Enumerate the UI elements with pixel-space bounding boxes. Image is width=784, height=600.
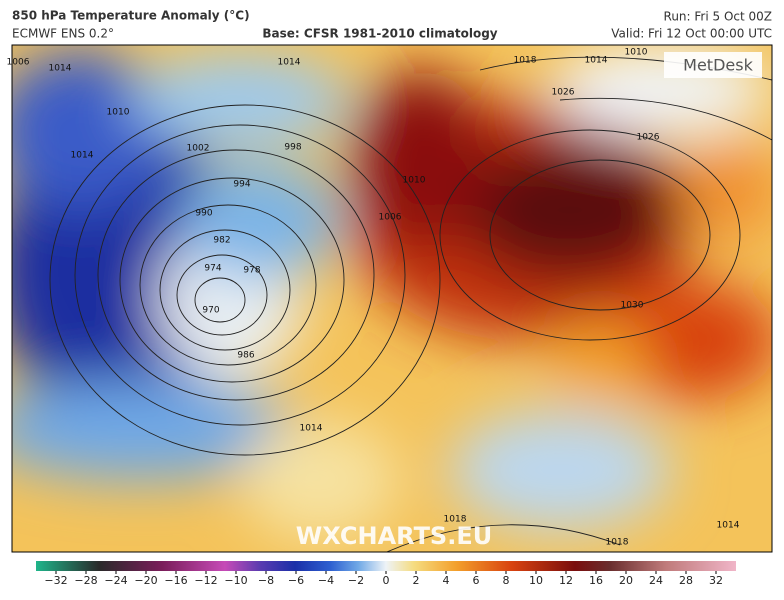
colorbar-label: 8 (503, 574, 510, 587)
isobar-label: 998 (284, 143, 301, 153)
isobar-label: 1018 (606, 538, 629, 548)
isobar-label: 990 (195, 209, 212, 219)
watermark: WXCHARTS.EU (296, 522, 492, 550)
colorbar-label: −4 (318, 574, 334, 587)
isobar-label: 1010 (403, 176, 426, 186)
isobar-label: 1014 (278, 58, 301, 68)
isobar-label: 1006 (379, 213, 402, 223)
isobar-label: 1010 (107, 108, 130, 118)
colorbar-label: −2 (348, 574, 364, 587)
colorbar (36, 561, 736, 571)
logo: MetDesk (683, 56, 753, 75)
isobar-label: 1014 (585, 56, 608, 66)
logo-box (664, 52, 762, 78)
base: Base: CFSR 1981-2010 climatology (262, 27, 497, 41)
isobar-label: 1018 (514, 56, 537, 66)
colorbar-label: 4 (443, 574, 450, 587)
isobar-label: 1026 (637, 133, 660, 143)
colorbar-label: 0 (383, 574, 390, 587)
run-time: Run: Fri 5 Oct 00Z (664, 10, 772, 24)
model: ECMWF ENS 0.2° (12, 27, 114, 41)
isobar-label: 974 (204, 264, 221, 274)
colorbar-label: 6 (473, 574, 480, 587)
colorbar-label: −12 (194, 574, 217, 587)
colorbar-label: 12 (559, 574, 573, 587)
isobar-label: 1014 (717, 521, 740, 531)
isobar-label: 1014 (71, 151, 94, 161)
isobar-label: 1010 (625, 48, 648, 58)
isobar-label: 1014 (300, 424, 323, 434)
colorbar-label: 16 (589, 574, 603, 587)
map-area: MetDesk WXCHARTS.EU (12, 45, 772, 552)
isobar-label: 994 (233, 180, 250, 190)
isobar-label: 1014 (49, 64, 72, 74)
colorbar-label: 32 (709, 574, 723, 587)
map-border (11, 44, 773, 553)
isobar-label: 970 (202, 306, 219, 316)
isobar-label: 1002 (187, 144, 210, 154)
colorbar-label: −6 (288, 574, 304, 587)
isobar-label: 1026 (552, 88, 575, 98)
valid-time: Valid: Fri 12 Oct 00:00 UTC (611, 27, 772, 41)
colorbar-label: 24 (649, 574, 663, 587)
isobar-label: 982 (213, 236, 230, 246)
colorbar-label: −28 (74, 574, 97, 587)
isobar-label: 978 (243, 266, 260, 276)
colorbar-label: 20 (619, 574, 633, 587)
colorbar-label: 2 (413, 574, 420, 587)
title: 850 hPa Temperature Anomaly (°C) (12, 9, 250, 23)
colorbar-label: −32 (44, 574, 67, 587)
isobar-label: 1030 (621, 301, 644, 311)
isobar-label: 1018 (444, 515, 467, 525)
isobar-label: 1006 (7, 58, 30, 68)
colorbar-label: 10 (529, 574, 543, 587)
colorbar-label: 28 (679, 574, 693, 587)
colorbar-label: −8 (258, 574, 274, 587)
colorbar-label: −16 (164, 574, 187, 587)
isobar-label: 986 (237, 351, 254, 361)
colorbar-label: −20 (134, 574, 157, 587)
colorbar-label: −10 (224, 574, 247, 587)
colorbar-label: −24 (104, 574, 127, 587)
